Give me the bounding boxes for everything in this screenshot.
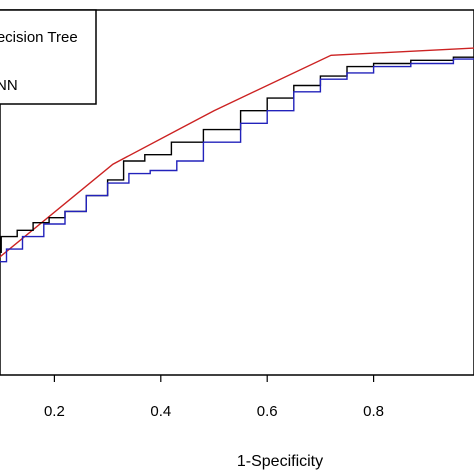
series-layer (0, 47, 474, 263)
plot-frame (0, 9, 474, 376)
legend-entry-ann: ANN (0, 77, 18, 94)
x-tick-label: 0.6 (257, 403, 278, 420)
series-line-1 (0, 47, 474, 258)
x-axis-label: 1-Specificity (237, 453, 323, 470)
x-axis-ticks: 0.2 0.4 0.6 0.8 (44, 375, 384, 420)
x-tick-label: 0.4 (150, 403, 171, 420)
series-line-2 (0, 56, 474, 253)
x-tick-label: 0.8 (363, 403, 384, 420)
x-tick-label: 0.2 (44, 403, 65, 420)
legend: Decision Tree ANN (0, 9, 97, 105)
legend-box (0, 9, 97, 105)
series-line-3 (0, 58, 474, 263)
legend-entry-decision-tree: Decision Tree (0, 29, 78, 46)
